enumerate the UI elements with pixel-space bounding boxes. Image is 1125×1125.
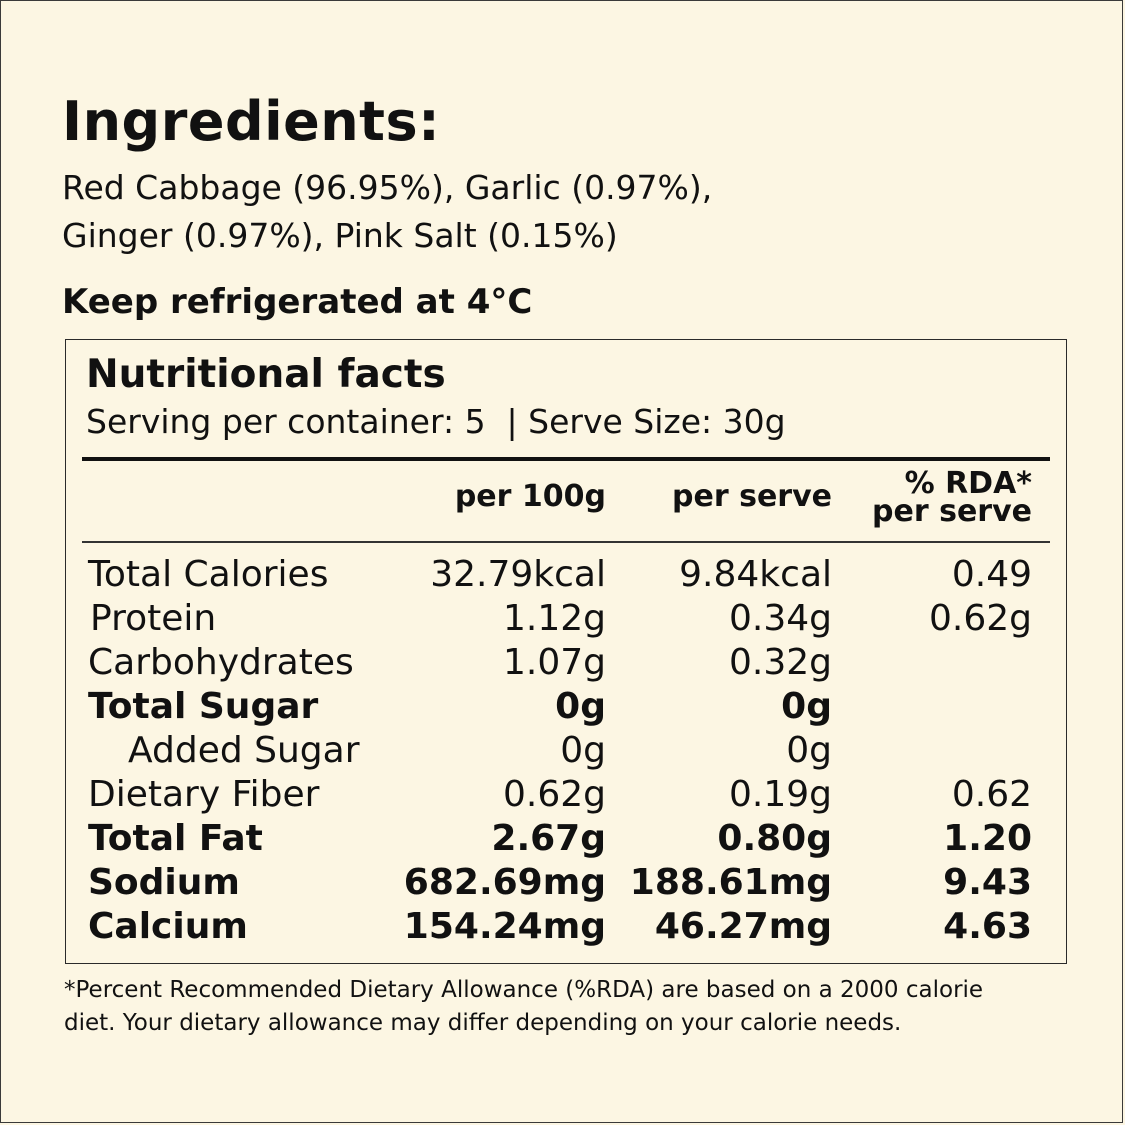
value-rda: 0.62g <box>928 598 1032 639</box>
header-per-serve: per serve <box>672 479 832 514</box>
value-rda: 0.62 <box>951 774 1032 815</box>
row-label: Dietary Fiber <box>88 774 320 815</box>
rda-footnote: *Percent Recommended Dietary Allowance (… <box>64 974 1114 1040</box>
value-per-100g: 154.24mg <box>403 906 606 947</box>
footnote-line-2: diet. Your dietary allowance may differ … <box>64 1010 902 1036</box>
value-per-serve: 0.80g <box>717 818 832 859</box>
value-rda: 0.49 <box>951 554 1032 595</box>
row-label: Total Calories <box>88 554 329 595</box>
value-per-serve: 0.34g <box>728 598 832 639</box>
serving-info: Serving per container: 5 | Serve Size: 3… <box>86 402 786 441</box>
row-label: Total Fat <box>88 818 263 859</box>
row-label: Added Sugar <box>128 730 360 771</box>
value-per-100g: 2.67g <box>491 818 606 859</box>
row-calcium: Calcium 154.24mg 46.27mg 4.63 <box>66 905 1066 949</box>
row-total-sugar: Total Sugar 0g 0g <box>66 685 1066 729</box>
value-per-serve: 0.32g <box>728 642 832 683</box>
nutrition-title: Nutritional facts <box>86 352 446 397</box>
value-per-100g: 32.79kcal <box>430 554 606 595</box>
value-per-100g: 682.69mg <box>403 862 606 903</box>
value-per-serve: 188.61mg <box>629 862 832 903</box>
value-rda: 9.43 <box>943 862 1032 903</box>
row-sodium: Sodium 682.69mg 188.61mg 9.43 <box>66 861 1066 905</box>
row-total-fat: Total Fat 2.67g 0.80g 1.20 <box>66 817 1066 861</box>
thick-divider <box>82 457 1050 461</box>
row-carbohydrates: Carbohydrates 1.07g 0.32g <box>66 641 1066 685</box>
row-label: Protein <box>90 598 217 639</box>
value-per-serve: 0.19g <box>728 774 832 815</box>
value-per-100g: 1.12g <box>502 598 606 639</box>
header-per-100g: per 100g <box>454 479 606 514</box>
header-rda-line-2: per serve <box>872 494 1032 529</box>
footnote-line-1: *Percent Recommended Dietary Allowance (… <box>64 977 984 1003</box>
row-label: Carbohydrates <box>88 642 354 683</box>
value-per-serve: 0g <box>786 730 832 771</box>
value-per-100g: 1.07g <box>502 642 606 683</box>
value-per-100g: 0.62g <box>502 774 606 815</box>
value-per-serve: 46.27mg <box>654 906 832 947</box>
ingredients-title: Ingredients: <box>62 90 441 153</box>
row-added-sugar: Added Sugar 0g 0g <box>66 729 1066 773</box>
row-protein: Protein 1.12g 0.34g 0.62g <box>66 597 1066 641</box>
nutrition-rows: Total Calories 32.79kcal 9.84kcal 0.49 P… <box>66 553 1066 949</box>
value-per-serve: 0g <box>781 686 832 727</box>
value-per-serve: 9.84kcal <box>679 554 832 595</box>
thin-divider <box>82 541 1050 543</box>
nutrition-facts-panel: Nutritional facts Serving per container:… <box>65 339 1067 964</box>
row-label: Calcium <box>88 906 248 947</box>
storage-instruction: Keep refrigerated at 4°C <box>62 282 533 322</box>
value-rda: 4.63 <box>943 906 1032 947</box>
row-label: Total Sugar <box>88 686 319 727</box>
row-label: Sodium <box>88 862 240 903</box>
row-total-calories: Total Calories 32.79kcal 9.84kcal 0.49 <box>66 553 1066 597</box>
ingredients-line-2: Ginger (0.97%), Pink Salt (0.15%) <box>62 216 618 255</box>
value-per-100g: 0g <box>555 686 606 727</box>
row-dietary-fiber: Dietary Fiber 0.62g 0.19g 0.62 <box>66 773 1066 817</box>
ingredients-line-1: Red Cabbage (96.95%), Garlic (0.97%), <box>62 168 713 207</box>
header-rda: % RDA* per serve <box>872 466 1032 529</box>
ingredients-list: Red Cabbage (96.95%), Garlic (0.97%), Gi… <box>62 164 822 260</box>
value-rda: 1.20 <box>943 818 1032 859</box>
header-rda-line-1: % RDA* <box>904 466 1032 501</box>
value-per-100g: 0g <box>560 730 606 771</box>
